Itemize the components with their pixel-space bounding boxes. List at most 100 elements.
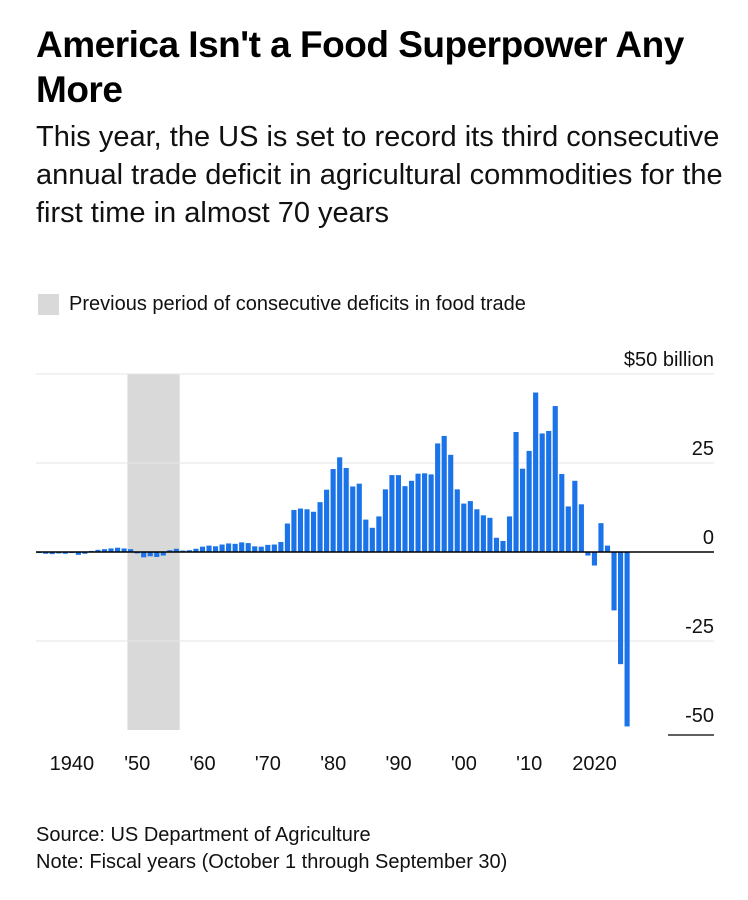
bar-2002 [474, 509, 480, 552]
bar-2021 [598, 523, 604, 552]
bar-2018 [578, 504, 584, 552]
bar-1951 [141, 552, 147, 558]
bar-1954 [160, 552, 166, 556]
chart-footer: Source: US Department of Agriculture Not… [36, 822, 726, 876]
y-tick-label: $50 billion [624, 349, 714, 371]
y-tick-label: 0 [703, 527, 714, 549]
bar-1967 [245, 543, 251, 552]
bar-1936 [43, 552, 49, 554]
chart-title: America Isn't a Food Superpower Any More [36, 24, 684, 110]
bar-1982 [343, 467, 349, 552]
bar-2010 [526, 450, 532, 552]
x-tick-label: '10 [516, 753, 542, 775]
bar-1944 [95, 549, 101, 552]
bar-2000 [461, 503, 467, 552]
bar-2005 [493, 537, 500, 552]
bar-1958 [186, 550, 192, 552]
legend: Previous period of consecutive deficits … [38, 293, 526, 315]
bar-2017 [572, 480, 578, 552]
bar-2019 [585, 552, 591, 556]
bar-1977 [310, 511, 317, 552]
bar-2009 [520, 468, 526, 552]
bar-2004 [487, 517, 493, 552]
x-tick-label: 1940 [50, 753, 95, 775]
bar-1999 [454, 489, 460, 552]
bar-2014 [552, 406, 558, 552]
bar-1952 [147, 552, 153, 557]
bar-1939 [62, 552, 68, 554]
x-tick-label: '50 [124, 753, 150, 775]
bar-1972 [278, 542, 284, 552]
bar-1991 [402, 486, 408, 552]
bar-2001 [467, 501, 473, 552]
bar-1983 [350, 486, 356, 552]
bar-1946 [108, 548, 114, 552]
bar-1959 [193, 548, 199, 552]
bar-1962 [212, 546, 219, 552]
bar-1974 [291, 509, 297, 552]
bar-1956 [173, 548, 179, 552]
bar-2023 [611, 552, 617, 611]
bar-2020 [591, 552, 598, 566]
x-tick-label: '80 [320, 753, 346, 775]
bar-1994 [422, 473, 428, 552]
bar-1978 [317, 502, 323, 552]
bar-1989 [389, 475, 395, 552]
bar-1996 [435, 443, 441, 552]
bar-1979 [324, 489, 330, 552]
bar-1984 [356, 483, 362, 552]
bar-1948 [121, 548, 127, 552]
bar-1973 [284, 523, 290, 552]
y-tick-label: -50 [685, 705, 714, 727]
bar-1955 [167, 550, 173, 552]
bar-1945 [101, 549, 108, 552]
chart-subtitle: This year, the US is set to record its t… [36, 121, 723, 229]
bar-2025 [624, 552, 630, 727]
bar-1949 [128, 549, 134, 552]
bar-1995 [428, 474, 434, 552]
bar-2022 [604, 545, 611, 552]
bar-1997 [441, 435, 447, 552]
bar-1969 [258, 546, 264, 552]
bar-1966 [239, 542, 245, 552]
x-tick-label: '70 [255, 753, 281, 775]
bar-1987 [376, 516, 382, 552]
x-tick-label: '60 [190, 753, 216, 775]
bar-1968 [252, 546, 258, 552]
bar-1964 [226, 543, 232, 552]
bar-2013 [546, 430, 552, 552]
bar-1988 [382, 489, 388, 552]
x-tick-label: 2020 [572, 753, 617, 775]
bar-2011 [533, 392, 539, 552]
bar-1953 [154, 552, 160, 557]
source-note: Source: US Department of Agriculture [36, 824, 371, 846]
bar-1993 [415, 473, 421, 552]
bar-1990 [395, 475, 402, 552]
bar-2006 [500, 540, 506, 552]
bar-2016 [565, 506, 571, 552]
fiscal-year-note: Note: Fiscal years (October 1 through Se… [36, 851, 508, 873]
legend-label: Previous period of consecutive deficits … [69, 292, 526, 315]
bar-1961 [206, 545, 212, 552]
legend-swatch [38, 293, 59, 315]
bar-1986 [369, 527, 375, 552]
bar-1971 [271, 544, 277, 552]
bar-1937 [49, 552, 55, 555]
bar-2015 [559, 474, 565, 552]
bar-1985 [363, 519, 369, 552]
bar-1947 [114, 547, 121, 552]
bar-2024 [618, 552, 624, 665]
bar-1976 [304, 509, 310, 552]
bar-2008 [513, 432, 519, 552]
bar-2003 [480, 515, 486, 552]
bar-1980 [330, 469, 336, 552]
bar-1970 [265, 544, 271, 552]
bar-1963 [219, 544, 225, 552]
bar-1998 [448, 454, 454, 552]
x-tick-label: '90 [386, 753, 412, 775]
bar-2012 [539, 433, 545, 552]
bar-2007 [506, 516, 513, 552]
bar-1960 [199, 546, 206, 552]
bar-1992 [408, 480, 415, 552]
x-tick-label: '00 [451, 753, 477, 775]
